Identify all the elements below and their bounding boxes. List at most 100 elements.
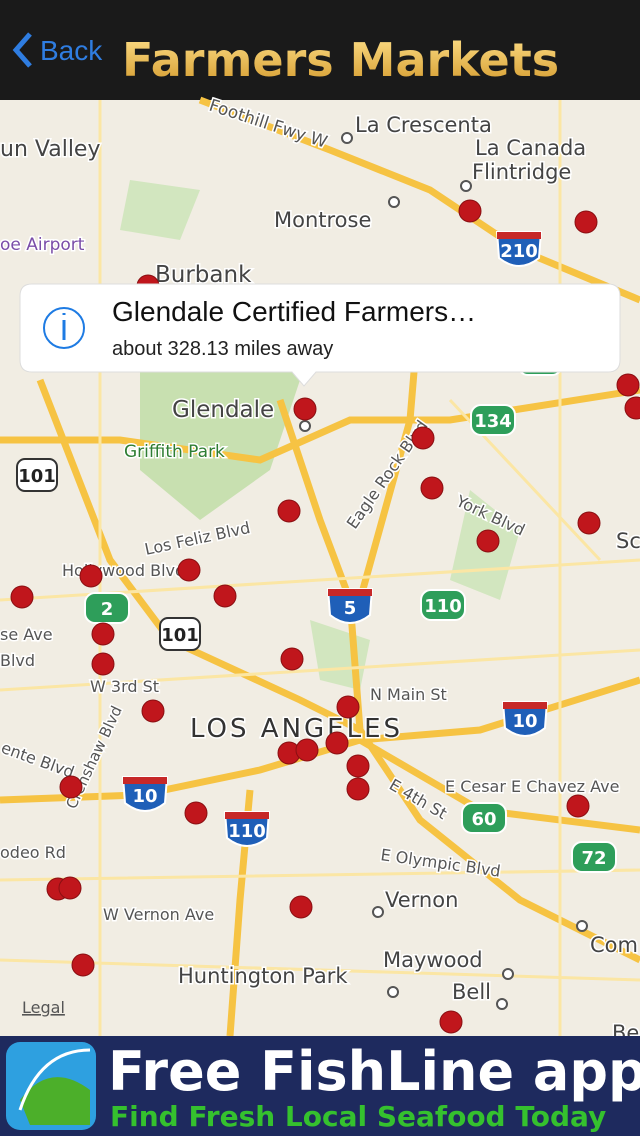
market-pin[interactable] (141, 699, 165, 723)
market-pin[interactable] (616, 373, 640, 397)
market-pin[interactable] (346, 777, 370, 801)
info-icon[interactable] (43, 307, 85, 349)
market-pin[interactable] (91, 622, 115, 646)
state-shield (84, 592, 130, 624)
park (120, 180, 520, 690)
ad-banner[interactable] (0, 1036, 640, 1136)
shield-top (497, 232, 541, 239)
map-label: Montrose (274, 208, 371, 232)
place-dot (387, 986, 399, 998)
place-dot (502, 968, 514, 980)
shield-number: 5 (344, 598, 357, 619)
shield-number: 2 (101, 599, 114, 620)
callout-subtitle: about 328.13 miles away (112, 338, 333, 360)
map-label: W Vernon Ave (103, 905, 214, 924)
map-label: La Canada (475, 136, 586, 160)
place-dot (576, 920, 588, 932)
market-pin[interactable] (458, 199, 482, 223)
place-dot (299, 420, 311, 432)
us-shield (16, 458, 58, 492)
map-label: Flintridge (472, 160, 571, 184)
back-chevron[interactable] (12, 32, 32, 68)
market-pin[interactable] (439, 1010, 463, 1034)
market-pin[interactable] (476, 529, 500, 553)
market-pin[interactable] (574, 210, 598, 234)
callout[interactable]: Glendale Certified Farmers… about 328.13 … (19, 283, 621, 387)
map-label: Sc (616, 529, 640, 553)
market-pin[interactable] (79, 564, 103, 588)
map-label: un Valley (0, 137, 100, 162)
interstate-shield (121, 776, 169, 812)
ad-icon-line (18, 1048, 91, 1111)
nav-title: Farmers Markets (122, 33, 559, 87)
market-pin[interactable] (10, 585, 34, 609)
shield-number: 10 (132, 786, 157, 807)
shield-number: 72 (581, 848, 606, 869)
map-label: Maywood (383, 948, 483, 972)
map-label: LOS ANGELES (190, 714, 403, 744)
interstate-shield (326, 588, 374, 624)
market-pin[interactable] (411, 426, 435, 450)
callout-title: Glendale Certified Farmers… (112, 296, 476, 327)
map-label: odeo Rd (0, 843, 66, 862)
map-label: se Ave (0, 625, 53, 644)
interstate-shield (223, 811, 271, 847)
market-pin[interactable] (624, 396, 640, 420)
place-dot (341, 132, 353, 144)
place-dot (388, 196, 400, 208)
market-pin[interactable] (58, 876, 82, 900)
market-pin[interactable] (420, 476, 444, 500)
shield-number: 210 (500, 241, 538, 262)
market-pin[interactable] (346, 754, 370, 778)
ad-title[interactable]: Free FishLine app (108, 1040, 640, 1103)
shield-top (328, 589, 372, 596)
market-pin[interactable] (289, 895, 313, 919)
map-label: E Cesar E Chavez Ave (445, 777, 619, 796)
ad-subtitle[interactable]: Find Fresh Local Seafood Today (110, 1100, 606, 1133)
market-pin[interactable] (293, 397, 317, 421)
market-pin[interactable] (277, 499, 301, 523)
streets (0, 100, 640, 1036)
place-dot (460, 180, 472, 192)
map-label: oe Airport (0, 235, 85, 255)
market-pin[interactable] (184, 801, 208, 825)
market-pin[interactable] (59, 775, 83, 799)
map-label: Griffith Park (124, 442, 225, 462)
market-pin[interactable] (213, 584, 237, 608)
nav-bar (0, 0, 640, 100)
state-shield (571, 841, 617, 873)
market-pin[interactable] (177, 558, 201, 582)
interstate-shield (501, 701, 549, 737)
market-pin[interactable] (336, 695, 360, 719)
market-pin[interactable] (577, 511, 601, 535)
map-label: Bell (452, 980, 491, 1004)
map-label: W 3rd St (90, 677, 159, 696)
back-button[interactable]: Back (40, 35, 103, 66)
place-dot (372, 906, 384, 918)
callout-bubble (19, 283, 621, 387)
interstate-shield (495, 231, 543, 267)
market-pin[interactable] (91, 652, 115, 676)
state-shield (420, 589, 466, 621)
shield-number: 60 (471, 809, 496, 830)
state-shield (461, 802, 507, 834)
market-pin[interactable] (280, 647, 304, 671)
map-label: Huntington Park (178, 964, 348, 988)
shield-number: 134 (474, 411, 512, 432)
market-pin[interactable] (295, 738, 319, 762)
shield-number: 101 (161, 625, 199, 646)
ad-icon-fish (20, 1077, 90, 1125)
shield-number: 110 (424, 596, 462, 617)
market-pin[interactable] (325, 731, 349, 755)
market-pin[interactable] (566, 794, 590, 818)
legal-link[interactable]: Legal (22, 998, 65, 1017)
market-pin[interactable] (71, 953, 95, 977)
map-label: Com (590, 933, 638, 957)
shield-number: 101 (18, 466, 56, 487)
state-shield (470, 404, 516, 436)
map-label: Glendale (172, 397, 274, 423)
shield-number: 10 (512, 711, 537, 732)
